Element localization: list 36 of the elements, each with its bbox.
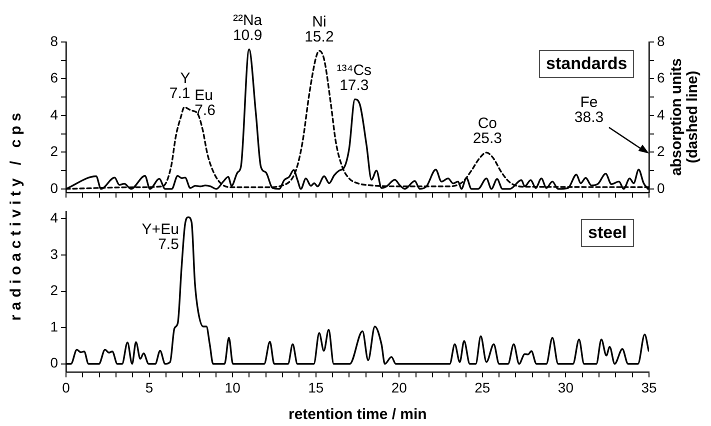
y-tick-label: 0 xyxy=(50,354,58,371)
y-tick-label: 4 xyxy=(50,106,58,122)
y-axis-title: radioactivity / cps xyxy=(8,108,25,320)
y-tick-label: 0 xyxy=(50,180,58,196)
y2-tick-label: 4 xyxy=(657,106,665,122)
label-box: standards xyxy=(539,50,634,78)
y-tick-label: 3 xyxy=(50,246,58,262)
x-tick-label: 20 xyxy=(391,379,408,396)
y-tick-label: 2 xyxy=(50,143,58,160)
annotation: Ni 15.2 xyxy=(304,13,334,46)
y2-tick-label: 8 xyxy=(657,32,665,49)
annotation: Co 25.3 xyxy=(472,115,502,148)
y2-tick-label: 6 xyxy=(657,70,665,86)
annotation: Y 7.1 xyxy=(169,70,190,102)
x-tick-label: 10 xyxy=(224,379,241,396)
annotation: Y+Eu 7.5 xyxy=(142,220,179,253)
x-tick-label: 25 xyxy=(474,379,490,396)
y2-axis-title: absorption units (dashed line) xyxy=(668,58,701,178)
y2-tick-label: 0 xyxy=(657,180,665,196)
label-box: steel xyxy=(581,219,634,248)
annotation: ²²Na 10.9 xyxy=(232,12,263,44)
y-tick-label: 4 xyxy=(50,210,58,226)
x-tick-label: 5 xyxy=(145,379,154,396)
y-tick-label: 2 xyxy=(50,282,58,298)
x-axis-title: retention time / min xyxy=(288,406,427,423)
x-tick-label: 30 xyxy=(558,379,574,396)
annotation: Fe 38.3 xyxy=(574,94,604,126)
x-tick-label: 0 xyxy=(62,379,70,396)
annotation: ¹³⁴Cs 17.3 xyxy=(336,62,372,94)
x-tick-label: 35 xyxy=(641,379,657,396)
y-tick-label: 8 xyxy=(50,32,58,49)
y-tick-label: 1 xyxy=(50,318,58,334)
y-tick-label: 6 xyxy=(50,70,58,86)
x-tick-label: 15 xyxy=(308,379,324,396)
annotation: Eu 7.6 xyxy=(194,86,216,119)
y2-tick-label: 2 xyxy=(657,143,665,160)
